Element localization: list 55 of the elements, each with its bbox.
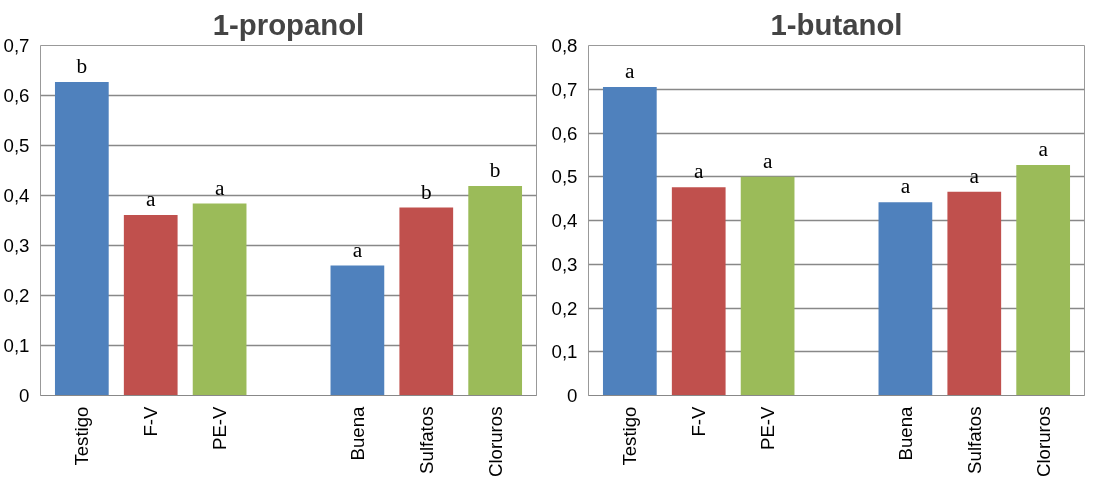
- bar: [878, 202, 933, 396]
- y-tick-label: 0,7: [551, 78, 578, 100]
- y-tick-label: 0,2: [3, 285, 30, 306]
- bar: [54, 82, 109, 396]
- y-tick-label: 0,4: [3, 185, 30, 206]
- bar: [740, 176, 795, 396]
- y-tick-label: 0: [19, 385, 30, 406]
- annotation: a: [969, 163, 980, 188]
- chart-title: 1-propanol: [212, 7, 365, 41]
- bar: [192, 203, 247, 396]
- x-tick-label: Buena: [894, 405, 916, 461]
- bar: [947, 191, 1002, 396]
- bar: [468, 186, 523, 396]
- annotation: a: [1038, 136, 1049, 161]
- annotation: b: [76, 54, 88, 78]
- y-tick-label: 0,7: [3, 35, 30, 56]
- y-tick-label: 0,8: [551, 35, 578, 56]
- x-tick-label: PE-V: [757, 405, 779, 451]
- bar: [602, 87, 657, 396]
- annotation: a: [693, 159, 704, 184]
- x-tick-label: Cloruros: [484, 406, 506, 477]
- y-tick-label: 0,6: [551, 122, 578, 144]
- x-tick-label: Testigo: [71, 406, 93, 466]
- x-tick-label: PE-V: [209, 405, 231, 451]
- y-tick-label: 0,1: [3, 335, 30, 356]
- bar: [399, 207, 454, 396]
- y-tick-label: 0,4: [551, 210, 578, 231]
- chart-title: 1-butanol: [770, 7, 903, 41]
- bar: [671, 187, 726, 396]
- x-tick-label: Sulfatos: [415, 406, 437, 474]
- annotation: a: [625, 59, 636, 84]
- bar: [1016, 164, 1071, 396]
- bar: [330, 265, 385, 396]
- annotation: b: [489, 158, 501, 182]
- bar: [123, 215, 178, 396]
- annotation: b: [420, 179, 432, 204]
- y-tick-label: 0,3: [3, 235, 30, 256]
- x-tick-label: F-V: [140, 405, 162, 437]
- x-tick-label: Sulfatos: [963, 406, 985, 474]
- y-tick-label: 0,2: [551, 297, 578, 319]
- y-tick-label: 0: [567, 385, 578, 406]
- x-tick-label: F-V: [688, 405, 710, 437]
- annotation: a: [900, 174, 911, 199]
- annotation: a: [214, 175, 225, 200]
- annotation: a: [145, 187, 156, 211]
- annotation: a: [352, 237, 363, 262]
- x-tick-label: Buena: [346, 405, 368, 461]
- y-tick-label: 0,5: [3, 135, 30, 156]
- y-tick-label: 0,3: [551, 253, 578, 275]
- x-tick-label: Cloruros: [1032, 406, 1054, 477]
- y-tick-label: 0,6: [3, 85, 30, 106]
- x-tick-label: Testigo: [619, 406, 641, 466]
- y-tick-label: 0,1: [551, 341, 578, 363]
- y-tick-label: 0,5: [551, 166, 578, 188]
- annotation: a: [762, 148, 773, 173]
